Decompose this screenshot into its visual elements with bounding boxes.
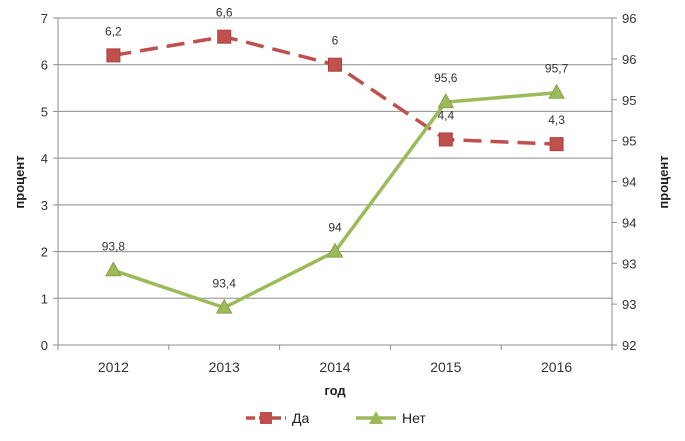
x-tick-label: 2013 <box>209 359 240 375</box>
data-point-net <box>437 93 455 109</box>
data-label-da: 6,2 <box>105 24 122 38</box>
y-left-tick-label: 6 <box>41 58 48 73</box>
y-right-tick-label: 94 <box>622 175 636 190</box>
y-right-tick-label: 93 <box>622 256 636 271</box>
data-point-da <box>328 57 342 72</box>
data-point-da <box>438 132 453 147</box>
x-tick-labels: 2012 2013 2014 2015 2016 <box>98 359 573 375</box>
y-right-tick-label: 95 <box>622 93 636 108</box>
y-right-tick-label: 94 <box>622 215 636 230</box>
legend-item-da: Да <box>246 410 309 426</box>
y-left-tick-label: 7 <box>41 11 48 26</box>
data-point-net <box>105 261 122 277</box>
y-left-tick-label: 4 <box>41 151 48 166</box>
y-right-tick-label: 95 <box>622 134 636 149</box>
data-label-da: 6 <box>332 34 339 48</box>
y-right-axis-title: процент <box>656 155 671 208</box>
data-label-net: 95,6 <box>434 71 458 85</box>
x-tick-label: 2014 <box>319 359 350 375</box>
data-label-da: 4,3 <box>548 113 565 127</box>
x-tick-label: 2012 <box>98 359 129 375</box>
data-label-da: 6,6 <box>216 6 233 20</box>
x-tick-label: 2015 <box>430 359 461 375</box>
y-left-tick-label: 1 <box>41 291 48 306</box>
y-left-tick-label: 5 <box>41 104 48 119</box>
y-left-tick-label: 3 <box>41 198 48 213</box>
legend-item-net: Нет <box>356 410 426 426</box>
y-right-tick-label: 96 <box>622 52 636 67</box>
data-label-net: 93,4 <box>213 277 237 291</box>
y-left-axis-title: процент <box>12 155 27 208</box>
legend-marker-da <box>260 412 272 424</box>
legend-label-da: Да <box>292 410 309 426</box>
legend: Да Нет <box>246 410 426 426</box>
legend-marker-net <box>369 411 383 424</box>
data-label-da: 4,4 <box>437 108 454 122</box>
y-right-tick-label: 92 <box>622 338 636 353</box>
data-label-net: 94 <box>328 221 342 235</box>
series-line-da <box>113 34 557 146</box>
y-left-tick-labels: 0 1 2 3 4 5 6 7 <box>41 11 48 353</box>
axes <box>57 18 613 346</box>
series-line-net <box>112 90 557 310</box>
x-tick-label: 2016 <box>541 359 572 375</box>
data-labels: 6,2 6,6 6 4,4 4,3 93,8 93,4 94 95,6 95,7 <box>102 6 569 291</box>
y-right-tick-label: 93 <box>622 297 636 312</box>
data-point-da <box>106 48 121 63</box>
legend-label-net: Нет <box>402 410 426 426</box>
y-right-tick-label: 96 <box>622 11 636 26</box>
y-left-tick-label: 2 <box>41 245 48 260</box>
data-label-net: 93,8 <box>102 239 126 253</box>
series-layer <box>105 29 565 314</box>
data-point-da <box>549 137 564 152</box>
data-point-net <box>326 242 344 258</box>
data-point-da <box>217 29 232 44</box>
y-right-tick-labels: 92 93 93 94 94 95 95 96 96 <box>622 11 636 353</box>
data-point-net <box>215 298 233 314</box>
data-point-net <box>548 83 565 99</box>
x-axis-title: год <box>324 383 346 398</box>
gridlines <box>53 17 617 350</box>
data-label-net: 95,7 <box>545 62 569 76</box>
y-left-tick-label: 0 <box>41 338 48 353</box>
